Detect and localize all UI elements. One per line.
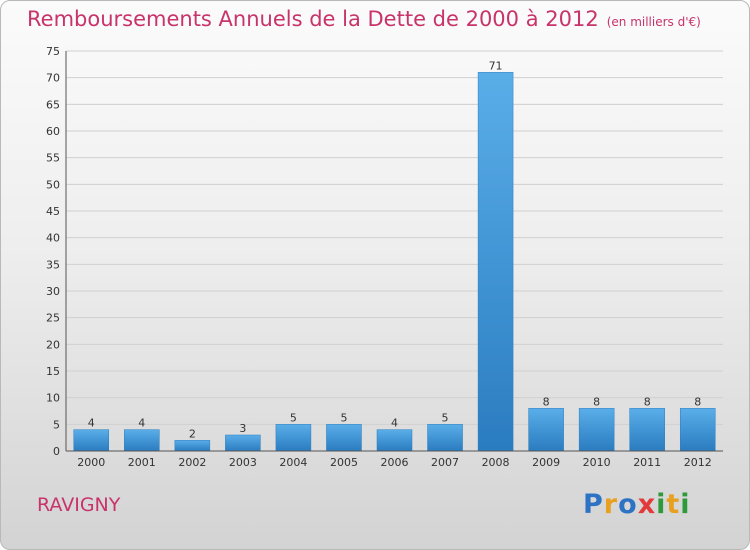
bar [376, 429, 413, 452]
x-tick-label: 2009 [532, 456, 560, 469]
y-tick-label: 50 [46, 178, 60, 191]
bar-value-label: 71 [489, 59, 503, 72]
bar-value-label: 8 [694, 395, 701, 408]
x-tick-label: 2002 [178, 456, 206, 469]
x-tick-label: 2007 [431, 456, 459, 469]
bar-value-label: 5 [290, 411, 297, 424]
bar-value-label: 8 [543, 395, 550, 408]
y-tick-label: 60 [46, 125, 60, 138]
y-tick-label: 35 [46, 258, 60, 271]
bar [275, 424, 312, 452]
bar-value-label: 4 [391, 417, 398, 430]
bar [629, 408, 665, 452]
proxiti-logo: Proxiti [583, 489, 691, 520]
chart-subtitle: (en milliers d'€) [606, 15, 701, 29]
y-tick-label: 45 [46, 205, 60, 218]
bar [174, 440, 211, 452]
y-tick-label: 20 [46, 338, 60, 351]
y-tick-label: 65 [46, 98, 60, 111]
bar [73, 429, 110, 452]
x-tick-label: 2004 [279, 456, 307, 469]
x-tick-label: 2005 [330, 456, 358, 469]
y-tick-label: 30 [46, 285, 60, 298]
bar-value-label: 8 [593, 395, 600, 408]
x-tick-label: 2011 [633, 456, 661, 469]
x-tick-label: 2010 [583, 456, 611, 469]
bar-value-label: 8 [644, 395, 651, 408]
y-tick-label: 55 [46, 152, 60, 165]
bar [124, 429, 160, 452]
y-tick-label: 40 [46, 232, 60, 245]
bar-value-label: 5 [340, 411, 347, 424]
chart-title: Remboursements Annuels de la Dette de 20… [27, 7, 701, 31]
bar [427, 424, 463, 452]
bar [477, 72, 514, 452]
commune-name: RAVIGNY [37, 494, 121, 516]
y-tick-label: 15 [46, 365, 60, 378]
x-tick-label: 2006 [381, 456, 409, 469]
y-tick-label: 75 [46, 45, 60, 58]
x-tick-label: 2008 [482, 456, 510, 469]
x-tick-label: 2012 [684, 456, 712, 469]
bar-value-label: 2 [189, 427, 196, 440]
bar [578, 408, 615, 452]
bar [225, 434, 261, 452]
bar-value-label: 5 [442, 411, 449, 424]
y-tick-label: 70 [46, 72, 60, 85]
bar [326, 424, 362, 452]
bar-value-label: 4 [88, 417, 95, 430]
chart-title-text: Remboursements Annuels de la Dette de 20… [27, 7, 599, 31]
bar-value-label: 4 [138, 417, 145, 430]
x-tick-label: 2001 [128, 456, 156, 469]
bar [528, 408, 564, 452]
x-tick-label: 2003 [229, 456, 257, 469]
x-tick-label: 2000 [77, 456, 105, 469]
y-tick-label: 5 [53, 418, 60, 431]
bar [679, 408, 716, 452]
y-tick-label: 25 [46, 312, 60, 325]
bar-value-label: 3 [239, 422, 246, 435]
y-tick-label: 0 [53, 445, 60, 458]
y-tick-label: 10 [46, 392, 60, 405]
